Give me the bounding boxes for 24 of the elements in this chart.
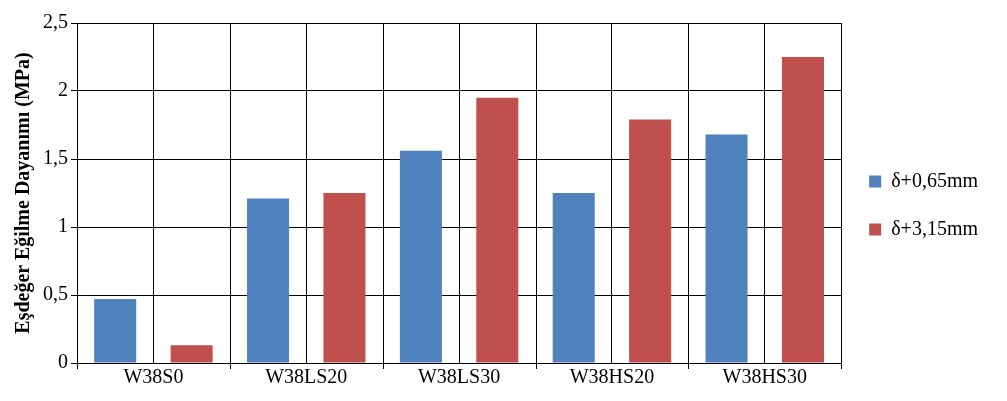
legend-label: δ+3,15mm [891,216,979,239]
y-tick-label: 1,5 [43,146,68,169]
bar [323,193,366,363]
bar [94,299,137,363]
bar [705,134,748,363]
bar [476,97,519,363]
bar [552,193,595,363]
y-tick-label: 2 [58,78,68,101]
legend-label: δ+0,65mm [891,168,979,191]
y-tick-label: 0,5 [43,282,68,305]
bar [247,198,290,363]
y-tick-label: 1 [58,214,68,237]
x-tick-label: W38HS30 [722,365,807,388]
y-axis-title: Eşdeğer Eğilme Dayanımı (MPa) [11,52,35,334]
bar [781,57,824,363]
x-tick-label: W38LS20 [265,365,348,388]
y-tick-label: 0 [58,350,68,373]
x-tick-label: W38LS30 [417,365,501,388]
bar [629,119,672,363]
x-tick-label: W38S0 [123,365,184,388]
bar [170,345,213,363]
x-tick-label: W38HS20 [569,365,655,388]
y-tick-label: 2,5 [43,10,68,33]
bar [399,150,442,363]
